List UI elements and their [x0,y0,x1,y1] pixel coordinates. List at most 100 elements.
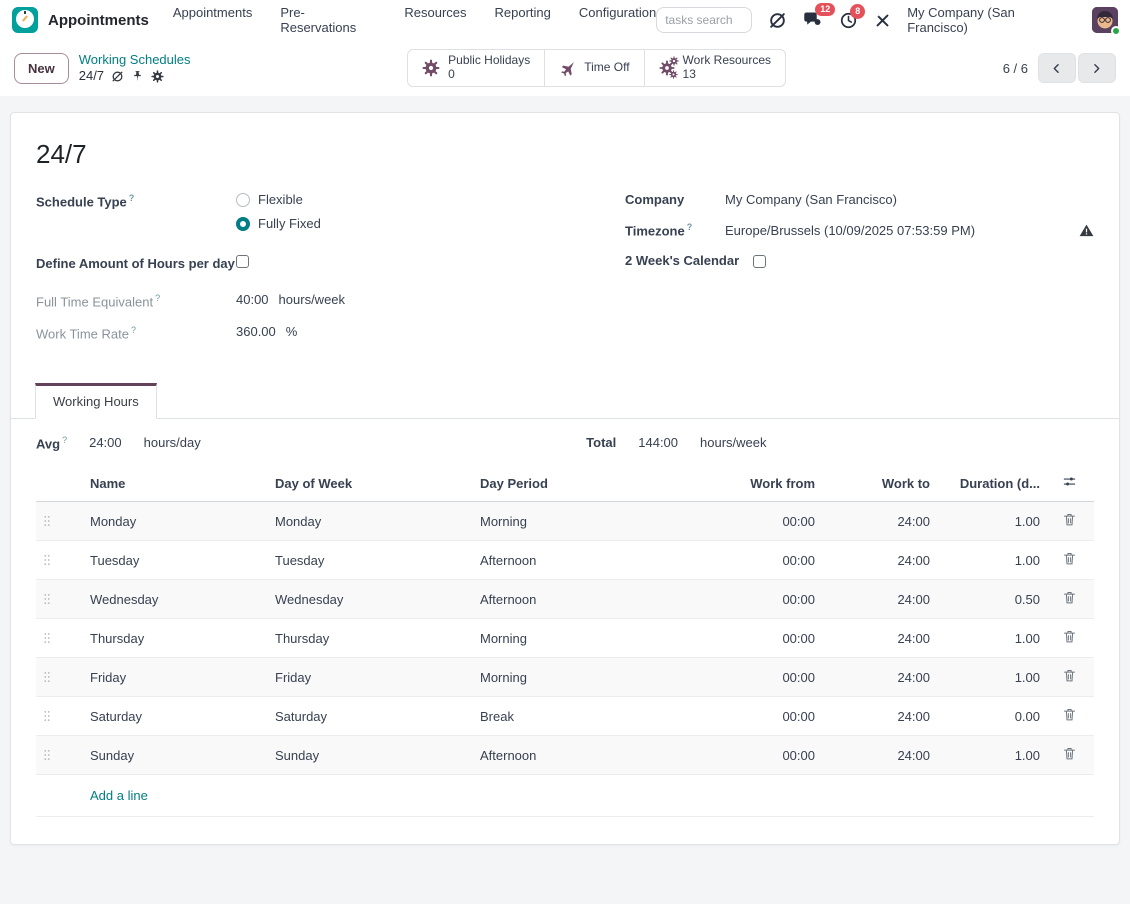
drag-handle[interactable] [36,618,86,659]
cell-day-of-week[interactable]: Monday [271,501,476,542]
cell-day-of-week[interactable]: Friday [271,657,476,698]
cell-work-from[interactable]: 00:00 [704,579,819,620]
menu-appointments[interactable]: Appointments [172,5,253,20]
pager-previous-button[interactable] [1037,53,1076,83]
drag-handle[interactable] [36,657,86,698]
company-switcher[interactable]: My Company (San Francisco) [907,5,1015,35]
tasks-search-input[interactable] [656,7,753,33]
cell-duration[interactable]: 1.00 [934,501,1044,542]
column-header-day-of-week[interactable]: Day of Week [271,465,476,503]
gear-icon[interactable] [151,70,164,83]
delete-row-icon[interactable] [1062,668,1077,683]
cell-duration[interactable]: 1.00 [934,618,1044,659]
drag-handle[interactable] [36,696,86,737]
menu-resources[interactable]: Resources [404,5,467,20]
cell-work-to[interactable]: 24:00 [819,501,934,542]
cell-work-from[interactable]: 00:00 [704,657,819,698]
cell-name[interactable]: Sunday [86,735,271,776]
add-a-line-link[interactable]: Add a line [36,775,1094,818]
tab-working-hours[interactable]: Working Hours [35,382,157,419]
drag-handle[interactable] [36,501,86,542]
cell-day-period[interactable]: Afternoon [476,540,704,581]
tools-icon[interactable] [874,12,891,29]
cell-day-of-week[interactable]: Thursday [271,618,476,659]
cell-day-period[interactable]: Afternoon [476,735,704,776]
cell-work-to[interactable]: 24:00 [819,696,934,737]
sync-status-icon[interactable] [111,70,124,83]
define-hours-checkbox[interactable] [236,255,249,268]
presence-status-icon[interactable] [768,11,787,30]
cell-duration[interactable]: 0.00 [934,696,1044,737]
optional-columns-toggle[interactable] [1044,465,1094,503]
cell-work-to[interactable]: 24:00 [819,618,934,659]
cell-work-to[interactable]: 24:00 [819,540,934,581]
cell-name[interactable]: Friday [86,657,271,698]
radio-icon[interactable] [236,192,250,207]
cell-day-period[interactable]: Afternoon [476,579,704,620]
company-value[interactable]: My Company (San Francisco) [725,192,897,207]
menu-reporting[interactable]: Reporting [494,5,551,20]
pager-next-button[interactable] [1077,53,1116,83]
work-time-rate-value[interactable]: 360.00 [236,324,276,340]
cell-day-period[interactable]: Break [476,696,704,737]
drag-handle[interactable] [36,540,86,581]
cell-work-from[interactable]: 00:00 [704,501,819,542]
cell-duration[interactable]: 1.00 [934,735,1044,776]
radio-fully-fixed[interactable]: Fully Fixed [236,216,321,231]
public-holidays-button[interactable]: Public Holidays 0 [408,50,544,86]
menu-pre-reservations[interactable]: Pre-Reservations [280,5,357,35]
cell-name[interactable]: Tuesday [86,540,271,581]
cell-work-from[interactable]: 00:00 [704,618,819,659]
drag-handle[interactable] [36,579,86,620]
cell-day-of-week[interactable]: Tuesday [271,540,476,581]
cell-name[interactable]: Monday [86,501,271,542]
cell-name[interactable]: Wednesday [86,579,271,620]
delete-row-icon[interactable] [1062,590,1077,605]
app-name[interactable]: Appointments [48,11,149,29]
delete-row-icon[interactable] [1062,707,1077,722]
column-header-work-to[interactable]: Work to [819,465,934,503]
pin-icon[interactable] [131,70,144,83]
cell-day-period[interactable]: Morning [476,657,704,698]
cell-work-from[interactable]: 00:00 [704,735,819,776]
column-header-name[interactable]: Name [86,465,271,503]
two-week-calendar-checkbox[interactable] [753,255,767,269]
activities-clock-icon[interactable]: 8 [839,3,866,30]
cell-work-from[interactable]: 00:00 [704,540,819,581]
column-header-day-period[interactable]: Day Period [476,465,704,503]
cell-day-period[interactable]: Morning [476,618,704,659]
cell-day-of-week[interactable]: Wednesday [271,579,476,620]
cell-work-to[interactable]: 24:00 [819,735,934,776]
fte-value[interactable]: 40:00 [236,292,269,308]
cell-work-to[interactable]: 24:00 [819,579,934,620]
cell-day-of-week[interactable]: Saturday [271,696,476,737]
record-title[interactable]: 24/7 [36,139,87,169]
cell-name[interactable]: Saturday [86,696,271,737]
column-header-work-from[interactable]: Work from [704,465,819,503]
cell-work-to[interactable]: 24:00 [819,657,934,698]
messages-icon[interactable]: 12 [803,3,836,30]
delete-row-icon[interactable] [1062,551,1077,566]
delete-row-icon[interactable] [1062,629,1077,644]
radio-icon[interactable] [236,216,250,231]
drag-handle[interactable] [36,735,86,776]
cell-day-period[interactable]: Morning [476,501,704,542]
cell-duration[interactable]: 1.00 [934,540,1044,581]
menu-configuration[interactable]: Configuration [578,5,657,20]
timezone-value[interactable]: Europe/Brussels (10/09/2025 07:53:59 PM) [725,222,976,238]
delete-row-icon[interactable] [1062,746,1077,761]
delete-row-icon[interactable] [1062,512,1077,527]
column-header-duration[interactable]: Duration (d... [934,465,1044,503]
work-resources-button[interactable]: Work Resources 13 [643,50,785,86]
user-avatar[interactable] [1092,7,1121,36]
cell-name[interactable]: Thursday [86,618,271,659]
sliders-icon[interactable] [1062,474,1077,489]
radio-flexible[interactable]: Flexible [236,192,321,207]
cell-duration[interactable]: 1.00 [934,657,1044,698]
breadcrumb-working-schedules[interactable]: Working Schedules [78,51,191,67]
appointments-app-icon[interactable] [12,7,38,33]
cell-day-of-week[interactable]: Sunday [271,735,476,776]
cell-duration[interactable]: 0.50 [934,579,1044,620]
new-button[interactable]: New [14,52,69,84]
cell-work-from[interactable]: 00:00 [704,696,819,737]
